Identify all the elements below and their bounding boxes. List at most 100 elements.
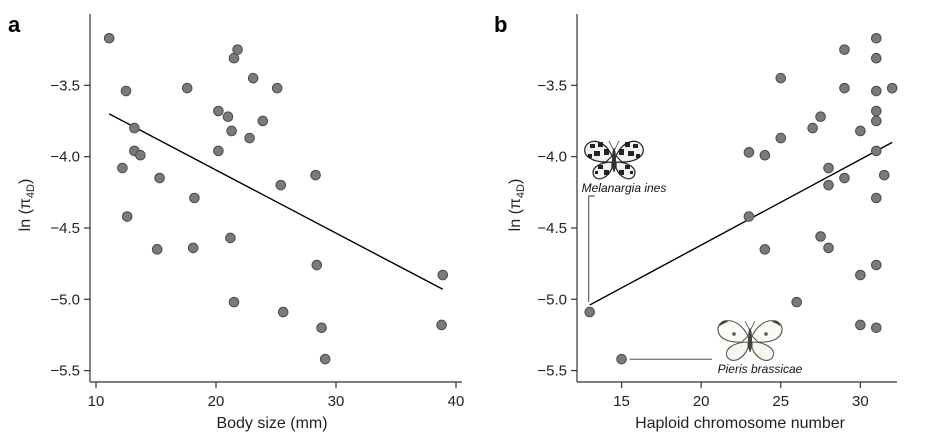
panel-a: a 10 20 30 40 −3.5 −4.0 −4.5 −5.0 −5.5 Body size… [8, 12, 464, 432]
panel-a-y-label-sub: 4D [25, 184, 37, 198]
white-butterfly-icon [717, 320, 783, 361]
panel-b-data-point [871, 52, 882, 64]
panel-b-data-point [871, 259, 882, 271]
melanargia-ines-label: Melanargia ines [582, 181, 667, 195]
panel-b-y-tick-label: −4.5 [537, 220, 567, 237]
panel-b-data-point [871, 32, 882, 44]
panel-a-data-point [181, 82, 193, 94]
panel-a-y-label-close: ) [17, 179, 34, 184]
panel-a-data-point [189, 192, 200, 204]
panel-a-y-axis-label: ln (π4D) [17, 179, 37, 232]
checkered-butterfly-icon [584, 140, 644, 180]
panel-a-data-point [232, 44, 243, 55]
panel-a-data-point [135, 149, 146, 161]
panel-b-data-point [823, 162, 834, 174]
panel-a-data-point [271, 82, 283, 94]
panel-b-x-tick-label: 30 [852, 393, 869, 410]
panel-a-data-point [121, 211, 133, 222]
panel-b-axes [576, 14, 897, 383]
panel-a-data-point [226, 125, 237, 137]
panel-b-points [584, 32, 898, 365]
panel-a-y-tick-label: −4.5 [50, 220, 80, 237]
panel-a-y-tick-label: −5.5 [50, 363, 80, 380]
panel-a-x-tick-label: 20 [208, 393, 225, 410]
panel-a-data-point [213, 105, 224, 117]
panel-b-data-point [871, 145, 882, 157]
panel-a-data-point [311, 259, 323, 271]
panel-a-x-tick-label: 10 [88, 393, 105, 410]
panel-b-y-label-base: ln (π [507, 198, 524, 231]
panel-a-y-tick-label: −4.0 [50, 149, 80, 166]
panel-b-annotation-leaders [588, 195, 712, 360]
panel-b-data-point [759, 149, 771, 161]
panel-a-data-point [117, 162, 128, 174]
pieris-brassicae-label: Pieris brassicae [718, 362, 803, 376]
panel-a-x-tick-label: 30 [328, 393, 345, 410]
panel-a-y-tick-label: −3.5 [50, 77, 80, 94]
panel-a-points [103, 32, 449, 365]
panel-b-data-point [616, 353, 627, 365]
panel-b-data-point [584, 306, 596, 318]
panel-b-data-point [839, 172, 850, 184]
panel-b-letter: b [494, 12, 507, 37]
panel-a-data-point [213, 145, 224, 157]
panel-b-data-point [743, 211, 755, 222]
panel-b-data-point [839, 82, 850, 94]
panel-a-data-point [244, 132, 255, 144]
panel-b-data-point [871, 322, 882, 334]
panel-a-data-point [275, 179, 287, 191]
panel-a-axes [89, 14, 462, 383]
panel-b-data-point [759, 244, 771, 255]
panel-a-y-tick-label: −5.0 [50, 291, 80, 308]
panel-b-trend-line [589, 141, 893, 306]
panel-b-y-tick-label: −5.0 [537, 291, 567, 308]
panel-b-data-point [791, 296, 803, 308]
panel-a-letter: a [8, 12, 21, 37]
panel-b-data-point [839, 44, 850, 55]
panel-b-data-point [775, 72, 787, 84]
panel-a-data-point [247, 72, 259, 84]
panel-b-x-tick-label: 25 [772, 393, 789, 410]
melanargia-ines-leader-line [588, 195, 595, 303]
panel-b-y-label-close: ) [507, 179, 524, 184]
panel-a-x-tick-label: 40 [448, 393, 465, 410]
panel-b-x-axis-label: Haploid chromosome number [635, 415, 846, 432]
panel-b-data-point [878, 169, 890, 181]
panel-b-y-axis-label: ln (π4D) [507, 179, 527, 232]
panel-b-data-point [871, 115, 882, 127]
panel-a-data-point [437, 269, 449, 281]
panel-b-data-point [855, 269, 866, 281]
panel-b-data-point [855, 125, 866, 137]
panel-a-data-point [154, 172, 165, 184]
panel-b-data-point [743, 147, 755, 158]
panel-b-data-point [871, 105, 882, 117]
panel-b-data-point [775, 132, 787, 144]
panel-a-data-point [103, 32, 115, 44]
panel-b-data-point [823, 242, 834, 254]
panel-a-data-point [257, 115, 269, 127]
panel-b-x-tick-label: 15 [613, 393, 630, 410]
panel-b-data-point [807, 122, 818, 134]
panel-b-data-point [855, 319, 866, 331]
panel-a-data-point [277, 306, 289, 318]
panel-b-data-point [871, 85, 882, 97]
panel-a-data-point [436, 319, 447, 331]
panel-b-data-point [886, 82, 898, 94]
panel-b-x-tick-label: 20 [693, 393, 710, 410]
panel-a-data-point [151, 244, 163, 255]
panel-b-data-point [871, 192, 882, 204]
panel-b-ticks: 15 20 25 30 −3.5 −4.0 −4.5 −5.0 −5.5 [537, 77, 868, 410]
panel-a-data-point [228, 296, 240, 308]
panel-a-data-point [187, 242, 199, 254]
panel-a-data-point [225, 232, 236, 244]
panel-a-data-point [120, 85, 132, 97]
panel-a-y-label-base: ln (π [17, 198, 34, 231]
panel-a-data-point [129, 122, 140, 134]
panel-a-data-point [319, 353, 331, 365]
panel-b-data-point [815, 111, 826, 122]
panel-b-y-tick-label: −4.0 [537, 149, 567, 166]
panel-a-data-point [222, 111, 234, 122]
panel-b-data-point [815, 231, 826, 242]
panel-b-data-point [823, 179, 834, 191]
